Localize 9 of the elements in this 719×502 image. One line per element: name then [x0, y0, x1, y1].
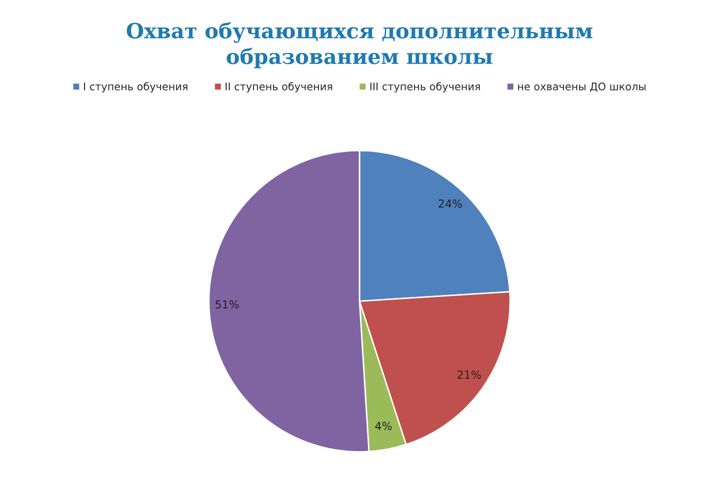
- data-label: 4%: [375, 422, 392, 430]
- legend-label: I ступень обучения: [84, 82, 188, 92]
- chart-title: Охват обучающихся дополнительным образованием школы: [126, 22, 592, 68]
- data-label: 21%: [458, 370, 481, 379]
- data-label: 51%: [216, 300, 239, 309]
- legend-label: не охвачены ДО школы: [518, 82, 646, 92]
- data-label: 24%: [438, 199, 462, 208]
- legend-label: III ступень обучения: [370, 82, 480, 92]
- legend-label: II ступень обучения: [226, 82, 332, 92]
